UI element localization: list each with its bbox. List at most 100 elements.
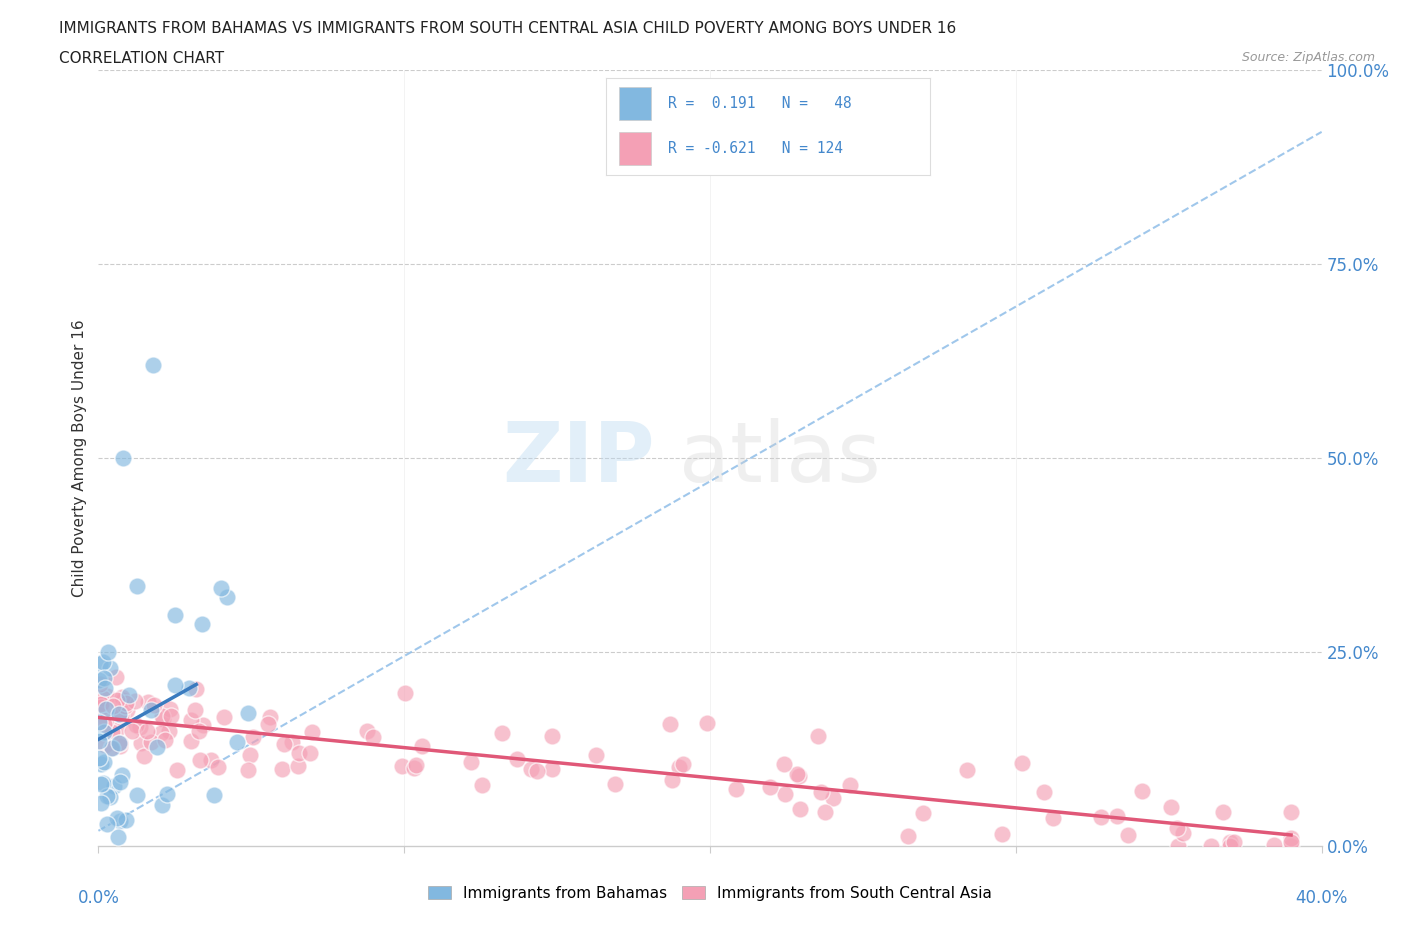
Point <box>1279 831 1302 846</box>
Point <box>301 724 323 739</box>
Point <box>125 788 148 803</box>
Point <box>1090 809 1112 824</box>
Point <box>807 728 830 743</box>
Point <box>191 717 214 732</box>
Point <box>89 657 111 671</box>
Point <box>105 722 128 737</box>
Point <box>105 692 128 707</box>
Point <box>180 713 202 728</box>
Point <box>505 751 527 766</box>
Point <box>150 709 173 724</box>
Point <box>108 706 131 721</box>
Point <box>460 755 482 770</box>
Point <box>136 695 159 710</box>
Point <box>96 817 118 832</box>
Point <box>91 691 114 706</box>
Point <box>200 752 222 767</box>
Point <box>150 725 173 740</box>
Point <box>540 762 562 777</box>
Point <box>1107 809 1129 824</box>
Point <box>89 677 111 692</box>
Point <box>1166 820 1188 835</box>
Point <box>89 696 111 711</box>
Point <box>526 764 548 778</box>
Point <box>90 697 112 711</box>
Point <box>93 671 115 685</box>
Point <box>124 694 146 709</box>
Point <box>98 661 121 676</box>
Point <box>1042 811 1064 826</box>
Point <box>411 739 433 754</box>
Point <box>159 702 181 717</box>
Point <box>541 729 564 744</box>
Point <box>108 735 131 750</box>
Point <box>157 724 180 738</box>
Text: atlas: atlas <box>679 418 882 498</box>
Point <box>111 692 134 707</box>
Point <box>129 720 152 735</box>
Text: 0.0%: 0.0% <box>77 889 120 907</box>
Point <box>361 729 384 744</box>
Point <box>821 790 844 805</box>
Point <box>299 746 322 761</box>
Point <box>152 711 174 726</box>
Point <box>155 733 177 748</box>
Point <box>585 748 607 763</box>
Point <box>1116 828 1139 843</box>
Point <box>1167 839 1189 854</box>
Point <box>89 751 111 765</box>
Point <box>90 777 112 791</box>
Point <box>1011 755 1033 770</box>
Point <box>814 804 837 819</box>
Point <box>108 775 131 790</box>
Point <box>89 672 111 687</box>
Point <box>141 702 163 717</box>
Point <box>145 739 167 754</box>
Point <box>991 827 1014 842</box>
Point <box>1219 839 1241 854</box>
Point <box>111 767 134 782</box>
Point <box>225 735 247 750</box>
Point <box>214 710 236 724</box>
Point <box>270 762 292 777</box>
Point <box>96 688 118 703</box>
Point <box>239 747 262 762</box>
Point <box>141 735 163 750</box>
Point <box>207 759 229 774</box>
Point <box>108 707 131 722</box>
Point <box>1279 834 1302 849</box>
Point <box>100 790 122 804</box>
Point <box>238 706 260 721</box>
Point <box>110 738 132 753</box>
Point <box>142 698 165 712</box>
Point <box>111 451 134 466</box>
Point <box>281 735 304 750</box>
Point <box>89 734 111 749</box>
Point <box>159 709 181 724</box>
Point <box>163 677 186 692</box>
Point <box>184 682 207 697</box>
Point <box>1212 805 1234 820</box>
Point <box>163 607 186 622</box>
Point <box>91 655 114 670</box>
Point <box>89 715 111 730</box>
Point <box>90 757 112 772</box>
Point <box>108 814 131 829</box>
Point <box>1173 826 1195 841</box>
Point <box>115 696 138 711</box>
Point <box>759 779 782 794</box>
Point <box>405 757 427 772</box>
Point <box>115 813 138 828</box>
Point <box>96 701 118 716</box>
Point <box>391 758 413 773</box>
Point <box>125 718 148 733</box>
Point <box>259 709 281 724</box>
Point <box>786 766 808 781</box>
Point <box>142 357 165 372</box>
Point <box>772 757 794 772</box>
Point <box>394 686 416 701</box>
Point <box>287 759 309 774</box>
Point <box>1223 834 1246 849</box>
Point <box>125 579 148 594</box>
Point <box>129 736 152 751</box>
